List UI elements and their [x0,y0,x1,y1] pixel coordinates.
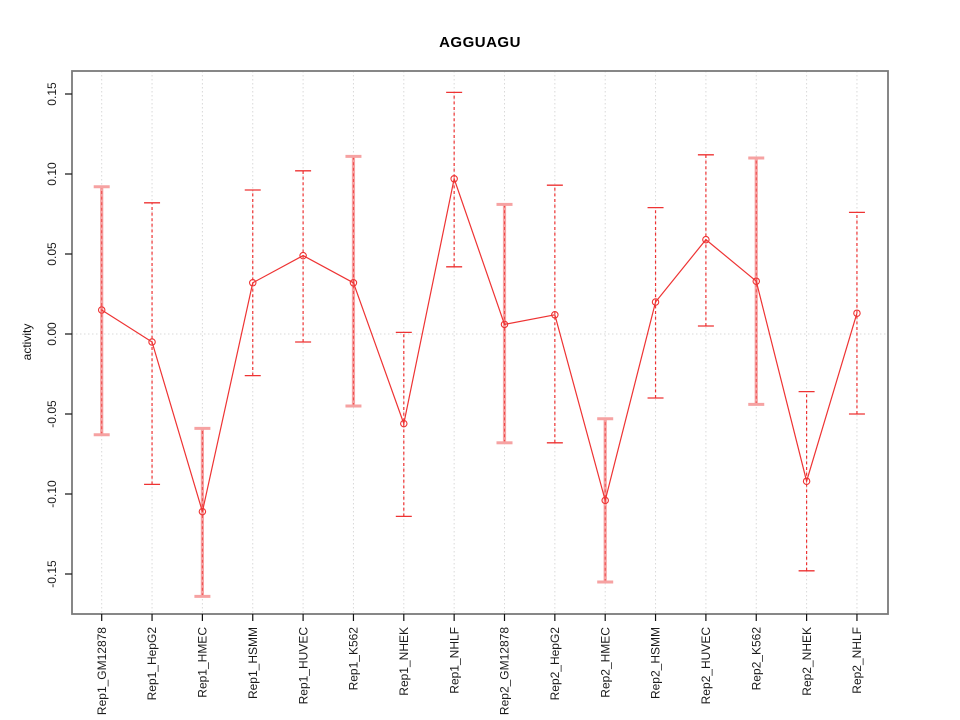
chart-title: AGGUAGU [439,34,521,51]
series-line [101,176,858,512]
error-bar [345,154,362,408]
x-tick-label: Rep1_HSMM [246,627,260,699]
y-tick-label: 0.00 [45,322,59,346]
x-tick-label: Rep2_HMEC [598,627,612,698]
error-bar [194,426,211,598]
data-point [702,235,710,244]
data-point [299,251,307,260]
x-tick-label: Rep2_HUVEC [699,627,713,705]
error-bar [295,170,312,343]
y-tick-label: 0.10 [45,162,59,186]
x-tick-label: Rep1_HepG2 [145,627,159,701]
error-bar [446,91,463,268]
data-point [802,477,811,485]
data-point [450,175,458,183]
error-bars [93,91,865,598]
x-tick-label: Rep2_K562 [749,627,763,691]
error-bar [546,184,563,444]
y-tick-label: -0.10 [45,480,59,508]
error-bar [93,185,110,437]
data-point [400,419,408,428]
x-tick-label: Rep2_GM12878 [498,627,512,715]
data-point [97,306,106,314]
data-point [601,496,609,505]
x-tick-label: Rep2_HepG2 [548,627,562,701]
data-point [500,320,509,329]
data-point [349,279,358,287]
data-point [551,311,559,319]
gridlines [72,71,888,614]
data-point [853,309,861,317]
x-tick-label: Rep1_HUVEC [296,627,310,705]
y-tick-label: -0.05 [45,400,59,428]
y-tick-label: -0.15 [45,560,59,588]
data-point [148,338,156,346]
x-tick-label: Rep2_HSMM [649,627,663,699]
error-bar [798,390,815,572]
x-tick-label: Rep1_GM12878 [95,627,109,715]
data-point [198,507,207,516]
data-point [752,277,760,285]
x-axis: Rep1_GM12878 Rep1_HepG2 Rep1_HMEC Rep1_HSMM… [95,614,864,715]
x-tick-label: Rep1_NHLF [447,627,461,694]
y-tick-label: 0.05 [45,242,59,266]
x-tick-label: Rep2_NHLF [850,627,864,694]
x-tick-label: Rep2_NHEK [800,627,814,696]
x-tick-label: Rep1_K562 [347,627,361,691]
data-point [651,298,660,306]
plot-frame [71,70,889,615]
data-point [249,279,257,287]
data-points [97,175,861,516]
x-tick-label: Rep1_NHEK [397,627,411,696]
y-tick-label: 0.15 [45,82,59,106]
y-axis: -0.15 -0.10 -0.05 0.00 0.05 0.10 0.15 [45,82,72,588]
x-tick-label: Rep1_HMEC [196,627,210,698]
error-bar [244,189,261,377]
